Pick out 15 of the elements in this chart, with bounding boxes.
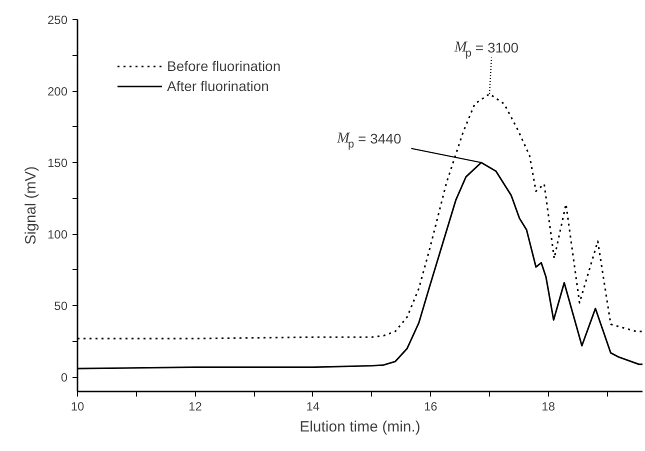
y-tick-label: 150	[47, 156, 68, 170]
y-tick-label: 250	[47, 13, 68, 27]
x-tick-label: 18	[542, 400, 556, 414]
y-axis-title: Signal (mV)	[22, 166, 40, 245]
legend-label: After fluorination	[167, 78, 269, 94]
y-tick-label: 0	[60, 370, 68, 385]
x-tick-label: 14	[306, 400, 320, 414]
legend-label: Before fluorination	[167, 58, 281, 74]
x-axis-title: Elution time (min.)	[300, 418, 420, 436]
y-tick-label: 100	[47, 228, 68, 242]
y-tick-label: 200	[47, 84, 68, 99]
x-tick-label: 10	[70, 400, 84, 414]
x-tick-label: 16	[424, 400, 438, 414]
x-tick-label: 12	[188, 400, 202, 414]
y-tick-label: 50	[54, 299, 68, 314]
